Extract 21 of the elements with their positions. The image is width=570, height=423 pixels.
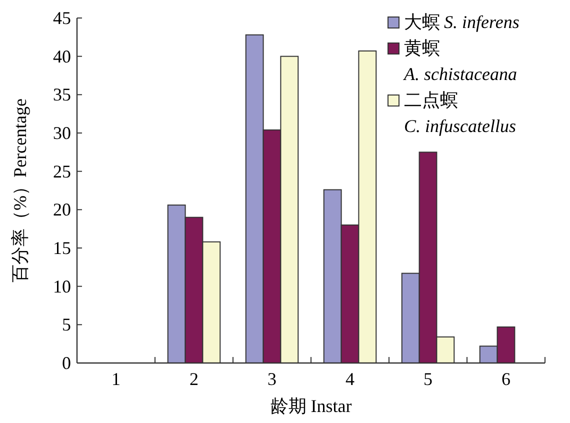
x-tick-label: 6: [502, 369, 510, 389]
y-tick-label: 5: [62, 314, 71, 335]
y-tick-label: 30: [53, 123, 71, 143]
y-tick-label: 35: [53, 84, 71, 105]
y-tick-label: 0: [62, 353, 71, 373]
y-tick-label: 25: [53, 161, 71, 182]
y-axis-title: 百分率（%）Percentage: [10, 98, 30, 282]
y-tick-label: 15: [53, 238, 71, 258]
x-axis-title: 龄期 Instar: [270, 396, 352, 416]
x-tick-label: 5: [424, 369, 432, 389]
legend-label: 二点螟 C. infuscatellus: [404, 90, 516, 136]
x-tick-label: 1: [112, 369, 120, 389]
legend-label: 黄螟 A. schistaceana: [403, 38, 517, 84]
x-tick-label: 2: [190, 369, 198, 389]
legend-label: 大螟 S. inferens: [404, 12, 520, 32]
y-tick-label: 40: [53, 46, 71, 66]
y-tick-label: 10: [53, 276, 71, 296]
y-tick-label: 45: [53, 8, 71, 28]
y-tick-label: 20: [53, 200, 71, 220]
x-tick-label: 4: [346, 369, 354, 389]
x-tick-label: 3: [268, 369, 276, 389]
